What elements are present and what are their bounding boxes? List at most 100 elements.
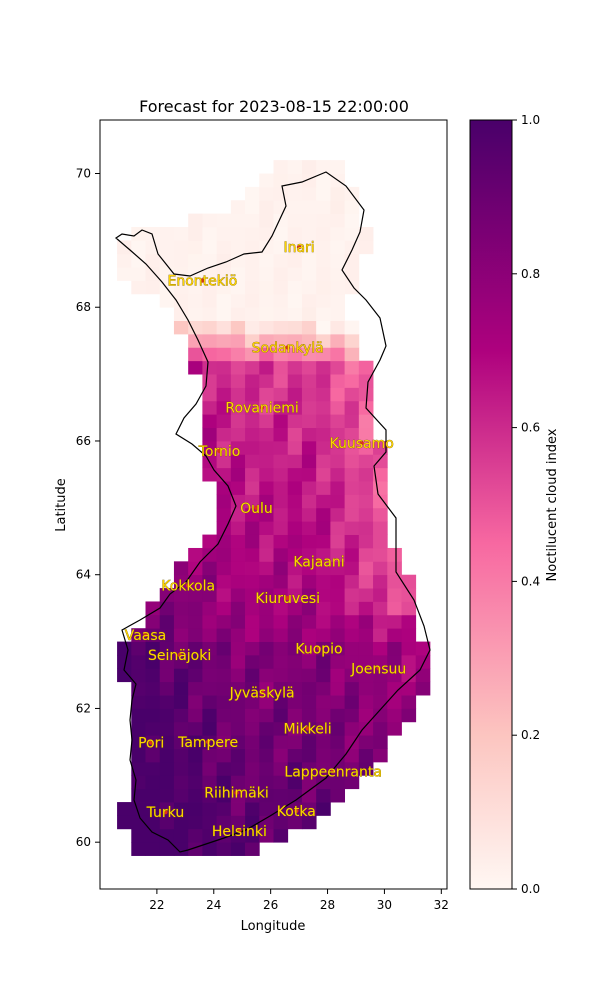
heatmap-cell	[287, 280, 303, 295]
heatmap-cell	[173, 280, 189, 295]
heatmap-cell	[188, 681, 203, 696]
heatmap-cell	[330, 708, 346, 723]
heatmap-cell	[230, 521, 246, 535]
heatmap-cell	[316, 333, 331, 348]
heatmap-cell	[287, 240, 303, 255]
heatmap-cell	[358, 427, 374, 442]
heatmap-cell	[159, 695, 175, 709]
x-tick-label: 28	[320, 898, 335, 912]
heatmap-cell	[287, 521, 303, 535]
heatmap-cell	[245, 788, 260, 803]
heatmap-cell	[330, 387, 346, 402]
heatmap-cell	[259, 534, 274, 549]
heatmap-cell	[301, 695, 317, 709]
heatmap-cell	[273, 186, 289, 201]
heatmap-cell	[230, 454, 246, 469]
heatmap-cell	[316, 628, 331, 642]
heatmap-cell	[216, 654, 232, 669]
colorbar-ticks: 0.0 0.2 0.4 0.6 0.8 1.0	[512, 113, 540, 896]
heatmap-cell	[216, 414, 232, 428]
heatmap-cell	[287, 641, 303, 656]
heatmap-cell	[273, 708, 289, 723]
heatmap-cell	[316, 374, 331, 388]
heatmap-cell	[216, 454, 232, 469]
heatmap-cell	[159, 735, 175, 749]
heatmap-cell	[358, 240, 374, 255]
heatmap-cell	[216, 507, 232, 522]
x-axis-label: Longitude	[241, 919, 306, 934]
heatmap-cell	[301, 614, 317, 629]
heatmap-cell	[316, 467, 331, 482]
heatmap-cell	[216, 561, 232, 576]
heatmap-cell	[245, 240, 260, 255]
heatmap-cell	[415, 654, 431, 669]
heatmap-cell	[358, 467, 374, 482]
heatmap-cell	[173, 574, 189, 589]
city-label: Helsinki	[212, 824, 267, 840]
heatmap-cell	[273, 561, 289, 576]
heatmap-cell	[230, 815, 246, 830]
heatmap-cell	[344, 240, 360, 255]
heatmap-cell	[230, 547, 246, 562]
heatmap-cell	[387, 681, 402, 696]
heatmap-cell	[131, 253, 146, 268]
heatmap-cell	[330, 280, 346, 295]
heatmap-cell	[259, 828, 274, 843]
heatmap-cell	[287, 454, 303, 469]
city-label: Kuusamo	[330, 436, 394, 452]
heatmap-cell	[273, 360, 289, 375]
heatmap-cell	[330, 695, 346, 709]
heatmap-cell	[344, 628, 360, 642]
heatmap-cell	[145, 802, 161, 816]
heatmap-cell	[344, 721, 360, 736]
heatmap-cell	[330, 414, 346, 428]
heatmap-cell	[202, 427, 218, 442]
heatmap-cell	[259, 654, 274, 669]
x-tick-label: 32	[434, 898, 449, 912]
heatmap-cell	[145, 654, 161, 669]
heatmap-cell	[245, 414, 260, 428]
heatmap-cell	[188, 574, 203, 589]
heatmap-cell	[373, 668, 388, 683]
heatmap-cell	[373, 588, 388, 602]
city-marker	[177, 652, 182, 658]
heatmap-cell	[173, 588, 189, 602]
heatmap-cell	[131, 788, 146, 803]
heatmap-cell	[188, 293, 203, 308]
heatmap-cell	[301, 601, 317, 616]
heatmap-cell	[259, 280, 274, 295]
heatmap-cell	[330, 293, 346, 308]
heatmap-cell	[173, 307, 189, 321]
heatmap-cell	[216, 307, 232, 321]
heatmap-cell	[316, 400, 331, 415]
heatmap-cell	[301, 320, 317, 335]
heatmap-cell	[173, 788, 189, 803]
heatmap-cell	[202, 748, 218, 763]
heatmap-cell	[273, 668, 289, 683]
heatmap-cell	[202, 360, 218, 375]
heatmap-cell	[145, 681, 161, 696]
heatmap-cell	[330, 561, 346, 576]
heatmap-cell	[216, 320, 232, 335]
heatmap-cell	[245, 387, 260, 402]
heatmap-cell	[344, 200, 360, 215]
y-tick-label: 68	[76, 300, 91, 314]
heatmap-cell	[245, 601, 260, 616]
heatmap-cell	[401, 641, 417, 656]
heatmap-cell	[245, 802, 260, 816]
heatmap-cell	[131, 267, 146, 281]
heatmap-cell	[245, 735, 260, 749]
heatmap-cell	[273, 454, 289, 469]
heatmap-cell	[230, 695, 246, 709]
heatmap-cell	[358, 454, 374, 469]
heatmap-cell	[287, 253, 303, 268]
heatmap-cell	[301, 534, 317, 549]
heatmap-cell	[273, 320, 289, 335]
heatmap-cell	[287, 173, 303, 188]
heatmap-cell	[415, 641, 431, 656]
heatmap-cell	[373, 735, 388, 749]
heatmap-cell	[173, 601, 189, 616]
heatmap-cell	[373, 695, 388, 709]
heatmap-cell	[173, 748, 189, 763]
heatmap-cell	[273, 601, 289, 616]
